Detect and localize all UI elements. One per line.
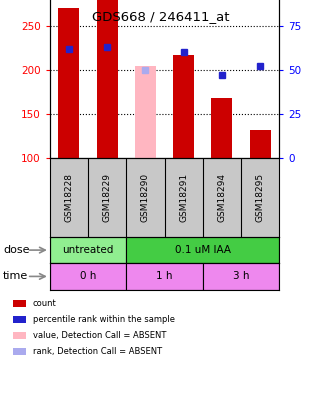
Text: value, Detection Call = ABSENT: value, Detection Call = ABSENT: [33, 331, 166, 340]
Text: 0.1 uM IAA: 0.1 uM IAA: [175, 245, 231, 255]
Text: dose: dose: [3, 245, 30, 255]
Text: 3 h: 3 h: [233, 271, 249, 281]
Bar: [126, 237, 279, 263]
Text: count: count: [33, 299, 56, 308]
Bar: [50, 237, 126, 263]
Bar: [135, 66, 156, 158]
Text: GSM18295: GSM18295: [256, 173, 265, 222]
Text: untreated: untreated: [62, 245, 114, 255]
Bar: [97, 0, 118, 158]
Text: GSM18291: GSM18291: [179, 173, 188, 222]
Bar: [211, 98, 232, 158]
Text: 0 h: 0 h: [80, 271, 96, 281]
Text: GSM18290: GSM18290: [141, 173, 150, 222]
Text: GDS668 / 246411_at: GDS668 / 246411_at: [92, 10, 229, 23]
Text: GSM18229: GSM18229: [103, 173, 112, 222]
Text: GSM18228: GSM18228: [65, 173, 74, 222]
Bar: [50, 263, 126, 290]
Bar: [250, 130, 271, 158]
Text: rank, Detection Call = ABSENT: rank, Detection Call = ABSENT: [33, 347, 162, 356]
Bar: [126, 263, 203, 290]
Bar: [203, 263, 279, 290]
Text: time: time: [3, 271, 29, 281]
Text: GSM18294: GSM18294: [217, 173, 226, 222]
Bar: [58, 8, 79, 158]
Bar: [173, 55, 194, 158]
Text: 1 h: 1 h: [156, 271, 173, 281]
Text: percentile rank within the sample: percentile rank within the sample: [33, 315, 175, 324]
